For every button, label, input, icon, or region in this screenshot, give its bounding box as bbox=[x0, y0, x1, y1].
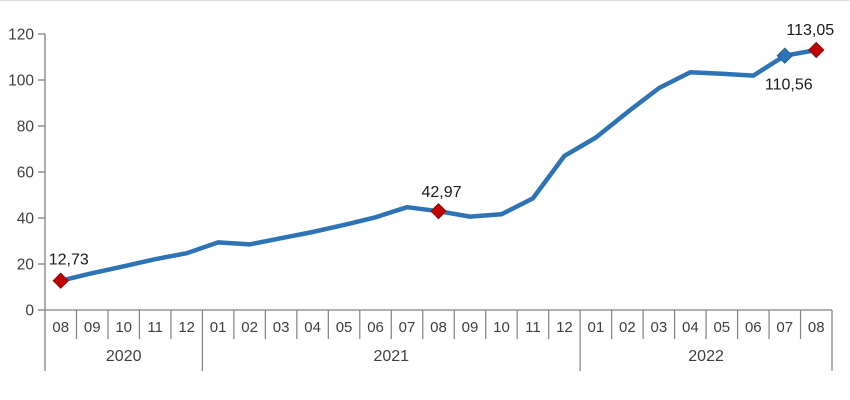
month-label: 09 bbox=[84, 319, 101, 336]
y-tick-label: 80 bbox=[17, 119, 35, 136]
month-label: 07 bbox=[399, 319, 416, 336]
year-label: 2021 bbox=[373, 348, 409, 365]
month-label: 03 bbox=[273, 319, 290, 336]
month-label: 06 bbox=[367, 319, 384, 336]
month-label: 04 bbox=[682, 319, 699, 336]
month-label: 05 bbox=[713, 319, 730, 336]
y-tick-label: 60 bbox=[17, 165, 35, 182]
y-tick-label: 120 bbox=[8, 27, 34, 44]
year-label: 2020 bbox=[106, 348, 142, 365]
month-label: 06 bbox=[745, 319, 762, 336]
trend-line bbox=[58, 47, 819, 283]
month-label: 04 bbox=[304, 319, 321, 336]
month-label: 03 bbox=[651, 319, 668, 336]
month-label: 01 bbox=[210, 319, 227, 336]
month-label: 10 bbox=[115, 319, 132, 336]
data-point-label: 12,73 bbox=[49, 252, 89, 269]
month-label: 07 bbox=[776, 319, 793, 336]
month-label: 11 bbox=[525, 319, 541, 336]
month-label: 10 bbox=[493, 319, 510, 336]
month-label: 11 bbox=[147, 319, 163, 336]
month-label: 12 bbox=[178, 319, 195, 336]
month-label: 12 bbox=[556, 319, 573, 336]
month-label: 09 bbox=[462, 319, 479, 336]
data-point-label: 113,05 bbox=[786, 22, 834, 39]
month-label: 02 bbox=[241, 319, 258, 336]
red-diamond-marker bbox=[52, 272, 69, 289]
y-tick-label: 20 bbox=[17, 257, 35, 274]
month-label: 08 bbox=[52, 319, 69, 336]
red-diamond-marker bbox=[808, 41, 825, 59]
month-label: 08 bbox=[808, 319, 825, 336]
red-diamond-marker bbox=[430, 202, 447, 220]
y-tick-label: 40 bbox=[17, 211, 35, 228]
y-tick-label: 0 bbox=[25, 303, 34, 320]
month-label: 08 bbox=[430, 319, 447, 336]
month-label: 01 bbox=[588, 319, 605, 336]
year-label: 2022 bbox=[688, 348, 724, 365]
top-border-line bbox=[0, 0, 850, 1]
data-point-label: 110,56 bbox=[765, 77, 813, 94]
data-point-label: 42,97 bbox=[421, 184, 461, 201]
month-label: 05 bbox=[336, 319, 353, 336]
month-label: 02 bbox=[619, 319, 636, 336]
blue-diamond-marker bbox=[776, 47, 793, 64]
y-tick-label: 100 bbox=[8, 73, 34, 90]
